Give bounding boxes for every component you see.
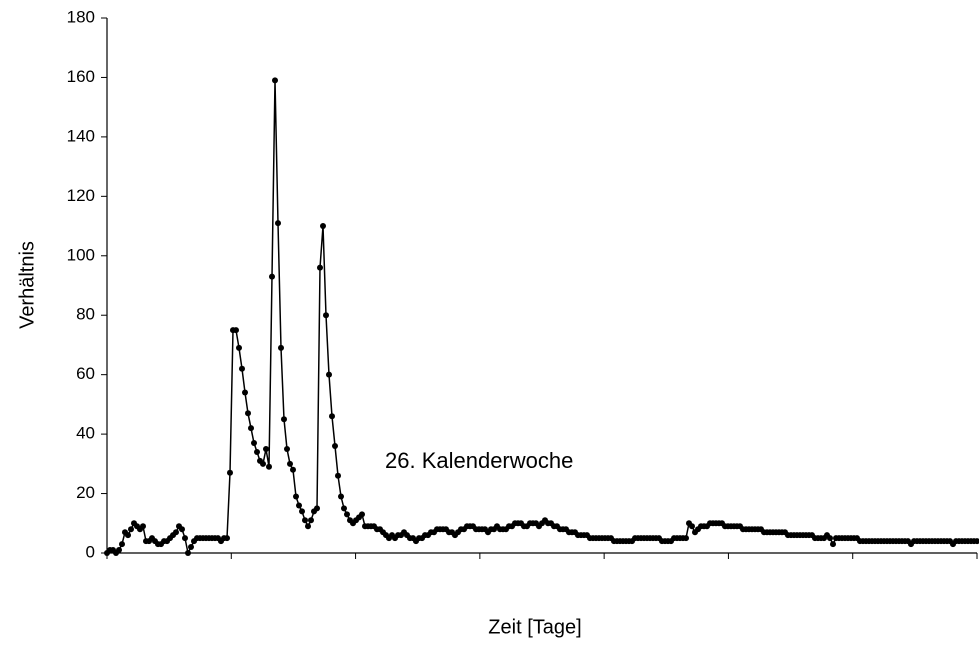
data-point: [239, 365, 245, 372]
data-point: [296, 502, 302, 509]
data-point: [332, 443, 338, 449]
x-axis-label: Zeit [Tage]: [488, 616, 581, 638]
data-point: [263, 445, 269, 452]
data-line: [106, 80, 977, 556]
data-point: [125, 532, 131, 539]
data-point: [293, 493, 299, 500]
data-point: [302, 517, 308, 524]
data-point: [266, 463, 272, 470]
data-point: [182, 535, 188, 542]
data-point: [233, 327, 239, 334]
data-point: [119, 541, 125, 548]
data-point: [242, 389, 248, 396]
data-point: [335, 472, 341, 479]
data-point: [251, 440, 257, 447]
data-point: [359, 511, 365, 518]
data-point: [299, 508, 305, 515]
data-point: [689, 523, 695, 530]
data-point: [305, 523, 311, 530]
data-point: [188, 544, 194, 551]
y-tick-label: 180: [67, 7, 95, 26]
data-point: [278, 344, 284, 351]
data-point: [140, 523, 146, 530]
data-point: [308, 517, 314, 524]
y-tick-label: 60: [76, 364, 95, 383]
data-point: [830, 541, 836, 548]
annotation: 26. Kalenderwoche: [385, 448, 573, 473]
data-point: [317, 264, 323, 271]
data-point: [683, 535, 689, 542]
data-point: [290, 466, 296, 473]
data-point: [260, 460, 266, 467]
data-point: [179, 526, 185, 533]
data-point: [275, 220, 281, 227]
y-tick-label: 0: [86, 542, 95, 561]
data-point: [314, 505, 320, 512]
data-point: [269, 273, 275, 280]
y-axis-label: Verhältnis: [16, 241, 38, 329]
data-point: [173, 529, 179, 536]
data-point: [284, 445, 290, 452]
data-point: [245, 410, 251, 417]
data-point: [248, 425, 254, 432]
data-point: [341, 505, 347, 512]
data-point: [281, 416, 287, 423]
y-tick-label: 80: [76, 305, 95, 324]
data-point: [287, 460, 293, 467]
data-point: [338, 493, 344, 500]
data-point: [254, 448, 260, 455]
y-tick-label: 40: [76, 424, 95, 443]
data-point: [116, 547, 122, 554]
data-point: [329, 413, 335, 420]
data-point: [128, 526, 134, 533]
y-tick-label: 100: [67, 245, 95, 264]
data-point: [344, 511, 350, 518]
y-tick-label: 20: [76, 483, 95, 502]
data-point: [827, 535, 833, 542]
data-point: [227, 469, 233, 476]
data-point: [272, 77, 278, 84]
data-point: [320, 223, 326, 230]
y-tick-label: 140: [67, 126, 95, 145]
data-point: [185, 550, 191, 556]
y-tick-label: 160: [67, 67, 95, 86]
y-tick-label: 120: [67, 186, 95, 205]
data-point: [236, 344, 242, 351]
data-point: [326, 371, 332, 378]
data-point: [323, 312, 329, 319]
data-point: [974, 538, 979, 545]
data-point: [224, 535, 230, 542]
